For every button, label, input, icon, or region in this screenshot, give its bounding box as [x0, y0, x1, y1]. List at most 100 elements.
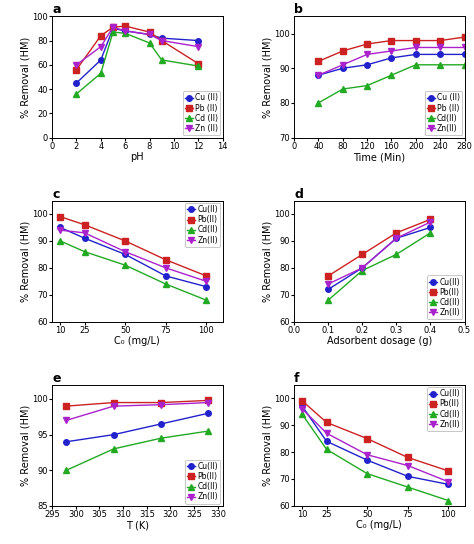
Text: f: f — [294, 372, 300, 385]
Pb(II) — [203, 273, 209, 279]
Cd(II) — [64, 467, 69, 473]
Text: b: b — [294, 3, 303, 16]
Pb(II) — [57, 213, 63, 220]
Pb (II) — [316, 58, 321, 65]
Cu(II) — [359, 264, 365, 271]
Pb (II) — [413, 38, 419, 44]
Pb(II) — [300, 398, 305, 404]
Zn(II) — [82, 230, 87, 236]
Zn(II) — [163, 264, 169, 271]
Cu (II) — [365, 61, 370, 68]
Cu(II) — [206, 410, 211, 417]
Cd(II) — [428, 230, 433, 236]
Cu(II) — [428, 224, 433, 231]
Line: Zn (II): Zn (II) — [73, 24, 201, 67]
Cu (II) — [146, 31, 152, 38]
Zn (II) — [195, 44, 201, 50]
Cd(II) — [82, 249, 87, 255]
Line: Cd(II): Cd(II) — [57, 238, 209, 303]
Line: Cd(II): Cd(II) — [64, 428, 211, 473]
Pb(II) — [122, 238, 128, 244]
Legend: Cu(II), Pb(II), Cd(II), Zn(II): Cu(II), Pb(II), Cd(II), Zn(II) — [427, 387, 462, 431]
Line: Pb(II): Pb(II) — [64, 398, 211, 409]
Cu (II) — [159, 35, 164, 41]
Cu(II) — [446, 481, 451, 487]
Zn(II) — [365, 452, 370, 458]
Line: Pb (II): Pb (II) — [73, 23, 201, 72]
Pb(II) — [359, 251, 365, 258]
Cu(II) — [111, 431, 117, 438]
Cd (II) — [146, 40, 152, 46]
Zn (II) — [122, 28, 128, 34]
Line: Pb(II): Pb(II) — [326, 217, 433, 279]
X-axis label: Time (Min): Time (Min) — [353, 152, 405, 162]
Pb(II) — [206, 397, 211, 404]
Zn(II) — [316, 72, 321, 78]
Line: Cu (II): Cu (II) — [316, 52, 467, 78]
Cd(II) — [405, 484, 410, 490]
Y-axis label: % Removal (HM): % Removal (HM) — [21, 36, 31, 118]
X-axis label: pH: pH — [130, 152, 144, 162]
Text: c: c — [52, 188, 60, 201]
Zn(II) — [325, 281, 331, 287]
Pb (II) — [438, 38, 443, 44]
Cd(II) — [446, 497, 451, 504]
Cd(II) — [389, 72, 394, 78]
Zn(II) — [64, 417, 69, 424]
Cu (II) — [340, 65, 346, 71]
Line: Cd(II): Cd(II) — [300, 412, 451, 503]
Cd (II) — [195, 63, 201, 69]
Legend: Cu(II), Pb(II), Cd(II), Zn(II): Cu(II), Pb(II), Cd(II), Zn(II) — [427, 275, 462, 319]
Cu(II) — [57, 224, 63, 231]
X-axis label: T (K): T (K) — [126, 521, 149, 530]
Pb (II) — [195, 60, 201, 67]
Cd(II) — [203, 297, 209, 304]
Cd(II) — [57, 238, 63, 244]
Line: Cu(II): Cu(II) — [64, 411, 211, 444]
Cu(II) — [158, 421, 164, 427]
Cu (II) — [98, 57, 104, 63]
Line: Cu(II): Cu(II) — [326, 225, 433, 292]
Line: Cd(II): Cd(II) — [326, 230, 433, 303]
Cd (II) — [98, 70, 104, 77]
Zn(II) — [300, 406, 305, 412]
Zn(II) — [206, 399, 211, 406]
Pb (II) — [146, 29, 152, 35]
Zn(II) — [428, 219, 433, 225]
Cu(II) — [122, 251, 128, 258]
Cu (II) — [389, 54, 394, 61]
Zn(II) — [324, 430, 329, 436]
Pb(II) — [325, 273, 331, 279]
Line: Cu (II): Cu (II) — [73, 26, 201, 86]
Cd(II) — [316, 100, 321, 106]
Cu(II) — [324, 438, 329, 444]
Line: Pb (II): Pb (II) — [316, 34, 467, 64]
Line: Zn(II): Zn(II) — [64, 400, 211, 423]
Pb(II) — [365, 435, 370, 442]
Zn(II) — [462, 44, 467, 51]
Zn(II) — [413, 44, 419, 51]
Line: Cd (II): Cd (II) — [73, 29, 201, 97]
Cd(II) — [300, 411, 305, 418]
Pb(II) — [158, 399, 164, 406]
Zn(II) — [438, 44, 443, 51]
Cd(II) — [359, 267, 365, 274]
Zn (II) — [159, 38, 164, 44]
Cd(II) — [122, 262, 128, 268]
Zn(II) — [57, 227, 63, 233]
Cd(II) — [324, 446, 329, 453]
Y-axis label: % Removal (HM): % Removal (HM) — [263, 36, 273, 118]
Zn(II) — [405, 462, 410, 469]
Zn(II) — [111, 403, 117, 410]
Cd(II) — [340, 86, 346, 92]
Pb(II) — [428, 216, 433, 222]
Zn(II) — [393, 235, 399, 242]
Text: d: d — [294, 188, 303, 201]
Line: Zn(II): Zn(II) — [326, 219, 433, 287]
Pb (II) — [340, 48, 346, 54]
Line: Zn(II): Zn(II) — [316, 45, 467, 78]
Pb (II) — [462, 34, 467, 40]
Y-axis label: % Removal (HM): % Removal (HM) — [21, 220, 31, 302]
Cu(II) — [365, 457, 370, 463]
Cu(II) — [405, 473, 410, 480]
